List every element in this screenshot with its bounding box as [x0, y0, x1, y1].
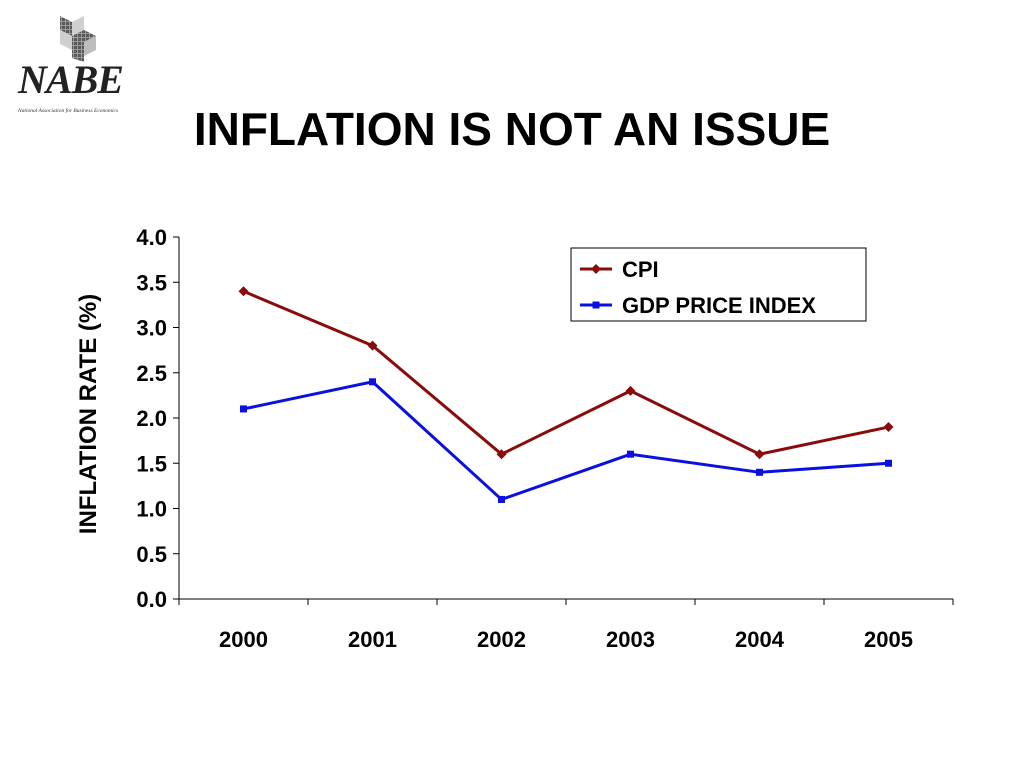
data-point-cpi [496, 449, 507, 460]
legend-label-cpi: CPI [622, 257, 659, 282]
logo-subtitle: National Association for Business Econom… [18, 108, 119, 114]
data-point-gdp-price-index [885, 459, 892, 467]
data-point-gdp-price-index [240, 405, 247, 413]
data-point-cpi [754, 449, 765, 460]
y-axis-label: INFLATION RATE (%) [75, 294, 102, 534]
x-tick-label: 2001 [348, 627, 397, 652]
y-tick-label: 0.0 [136, 587, 167, 612]
y-tick-label: 1.0 [136, 497, 167, 522]
series-line-gdp-price-index [243, 380, 889, 501]
y-tick-label: 1.5 [136, 451, 167, 476]
y-tick-label: 0.5 [136, 542, 167, 567]
legend-marker-cpi [591, 264, 601, 274]
page-title: INFLATION IS NOT AN ISSUE [193, 103, 831, 155]
chart-axes: 0.0 0.5 1.0 1.5 2.0 2.5 3.0 3.5 4.0 2000 2001 2002 2… [136, 225, 954, 652]
legend-marker-gdp-price-index [592, 301, 600, 309]
x-tick-label: 2000 [219, 627, 268, 652]
x-tick-label: 2005 [864, 627, 913, 652]
y-tick-label: 3.5 [136, 270, 167, 295]
x-tick-label: 2003 [606, 627, 655, 652]
nabe-logo: NABE National Association for Business E… [14, 12, 134, 114]
x-tick-label: 2004 [735, 627, 785, 652]
chart-series [238, 286, 894, 503]
data-point-gdp-price-index [498, 495, 505, 503]
logo-wordmark: NABE [18, 57, 124, 102]
data-point-cpi [238, 286, 249, 297]
data-point-cpi [625, 385, 636, 396]
y-tick-label: 2.0 [136, 406, 167, 431]
data-point-cpi [883, 422, 894, 433]
y-tick-label: 2.5 [136, 361, 167, 386]
data-point-gdp-price-index [369, 378, 376, 386]
legend-label-gdp-price-index: GDP PRICE INDEX [622, 293, 816, 318]
y-tick-label: 4.0 [136, 225, 167, 250]
chart-legend: CPI GDP PRICE INDEX [570, 247, 867, 322]
data-point-gdp-price-index [627, 450, 634, 458]
y-tick-label: 3.0 [136, 316, 167, 341]
cube-logo-icon [60, 16, 96, 62]
data-point-cpi [367, 340, 378, 351]
data-point-gdp-price-index [756, 468, 763, 476]
series-line-cpi [242, 289, 889, 456]
legend-box [570, 247, 867, 322]
x-tick-label: 2002 [477, 627, 526, 652]
